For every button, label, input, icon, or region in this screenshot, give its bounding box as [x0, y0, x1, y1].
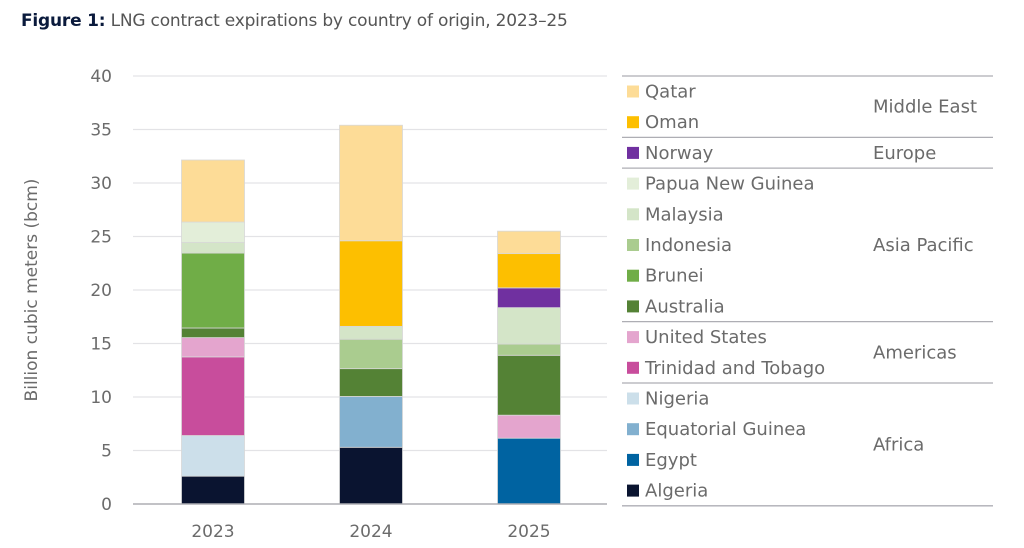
- bar-segment-algeria-2023: [181, 475, 245, 505]
- bar-segment-oman-2025: [497, 253, 561, 289]
- legend-swatch-norway: [627, 146, 639, 159]
- bar-segment-trinidad-and-tobago-2023: [181, 356, 245, 436]
- legend-label: Nigeria: [645, 389, 709, 410]
- y-tick-label: 0: [101, 495, 112, 515]
- figure-label: Figure 1:: [21, 11, 106, 31]
- y-tick-label: 40: [90, 67, 112, 87]
- bar-segment-united-states-2025: [497, 414, 561, 439]
- bar-segment-malaysia-2024: [339, 325, 403, 340]
- legend-swatch-australia: [627, 300, 639, 313]
- x-tick-label: 2023: [191, 522, 234, 542]
- bar-segment-indonesia-2025: [497, 343, 561, 356]
- bar-segment-australia-2023: [181, 327, 245, 339]
- legend-swatch-egypt: [627, 453, 639, 466]
- bar-segment-algeria-2024: [339, 446, 403, 505]
- legend-swatch-equatorial-guinea: [627, 423, 639, 436]
- bar-segment-norway-2025: [497, 287, 561, 309]
- x-tick-label: 2024: [349, 522, 392, 542]
- legend-swatch-algeria: [627, 484, 639, 497]
- legend-label: Papua New Guinea: [645, 174, 815, 195]
- legend-swatch-papua-new-guinea: [627, 177, 639, 190]
- bar-segment-qatar-2025: [497, 230, 561, 255]
- bar-segment-equatorial-guinea-2024: [339, 396, 403, 448]
- legend-label: Algeria: [645, 481, 708, 502]
- y-tick-label: 5: [101, 442, 112, 462]
- bar-segment-egypt-2025: [497, 437, 561, 505]
- legend-swatch-nigeria: [627, 392, 639, 405]
- bar-segment-malaysia-2025: [497, 307, 561, 345]
- legend-swatch-indonesia: [627, 239, 639, 251]
- bar-segment-papua-new-guinea-2023: [181, 221, 245, 243]
- bar-segment-qatar-2023: [181, 159, 245, 223]
- legend-label: Trinidad and Tobago: [644, 358, 825, 379]
- chart-title: Figure 1: LNG contract expirations by co…: [21, 11, 568, 31]
- legend-label: Indonesia: [645, 235, 732, 256]
- y-tick-label: 25: [90, 228, 112, 248]
- bar-segment-brunei-2023: [181, 252, 245, 329]
- y-tick-label: 20: [90, 281, 112, 301]
- bar-segment-indonesia-2024: [339, 338, 403, 370]
- bar-segment-oman-2024: [339, 240, 403, 327]
- x-tick-label: 2025: [507, 522, 550, 542]
- legend-swatch-qatar: [627, 85, 639, 98]
- bar-segment-united-states-2023: [181, 337, 245, 358]
- y-tick-label: 10: [90, 388, 112, 408]
- title-text: LNG contract expirations by country of o…: [110, 11, 568, 31]
- legend-swatch-malaysia: [627, 208, 639, 221]
- legend-label: Qatar: [645, 82, 696, 103]
- bar-segment-qatar-2024: [339, 124, 403, 242]
- legend-swatch-brunei: [627, 269, 639, 282]
- legend-region-label: Middle East: [873, 97, 977, 118]
- legend-swatch-oman: [627, 116, 639, 129]
- legend-region-label: Africa: [873, 434, 924, 455]
- legend-label: Equatorial Guinea: [645, 419, 806, 440]
- legend-region-label: Asia Pacific: [873, 235, 974, 256]
- y-axis-label: Billion cubic meters (bcm): [22, 179, 42, 402]
- legend-region-label: Americas: [873, 342, 957, 363]
- legend-label: Australia: [645, 296, 725, 317]
- bar-segment-nigeria-2023: [181, 435, 245, 477]
- legend-swatch-trinidad-and-tobago: [627, 361, 639, 374]
- legend-label: United States: [645, 327, 767, 348]
- bar-segment-australia-2024: [339, 368, 403, 397]
- legend-label: Oman: [645, 112, 699, 133]
- y-tick-label: 30: [90, 174, 112, 194]
- y-tick-label: 15: [90, 335, 112, 355]
- legend-label: Egypt: [645, 450, 697, 471]
- y-tick-label: 35: [90, 121, 112, 141]
- legend-label: Malaysia: [645, 204, 724, 225]
- bar-segment-australia-2025: [497, 354, 561, 416]
- legend-label: Brunei: [645, 266, 704, 287]
- bar-segment-malaysia-2023: [181, 241, 245, 254]
- legend-label: Norway: [645, 143, 714, 164]
- legend-region-label: Europe: [873, 143, 936, 164]
- legend-swatch-united-states: [627, 331, 639, 344]
